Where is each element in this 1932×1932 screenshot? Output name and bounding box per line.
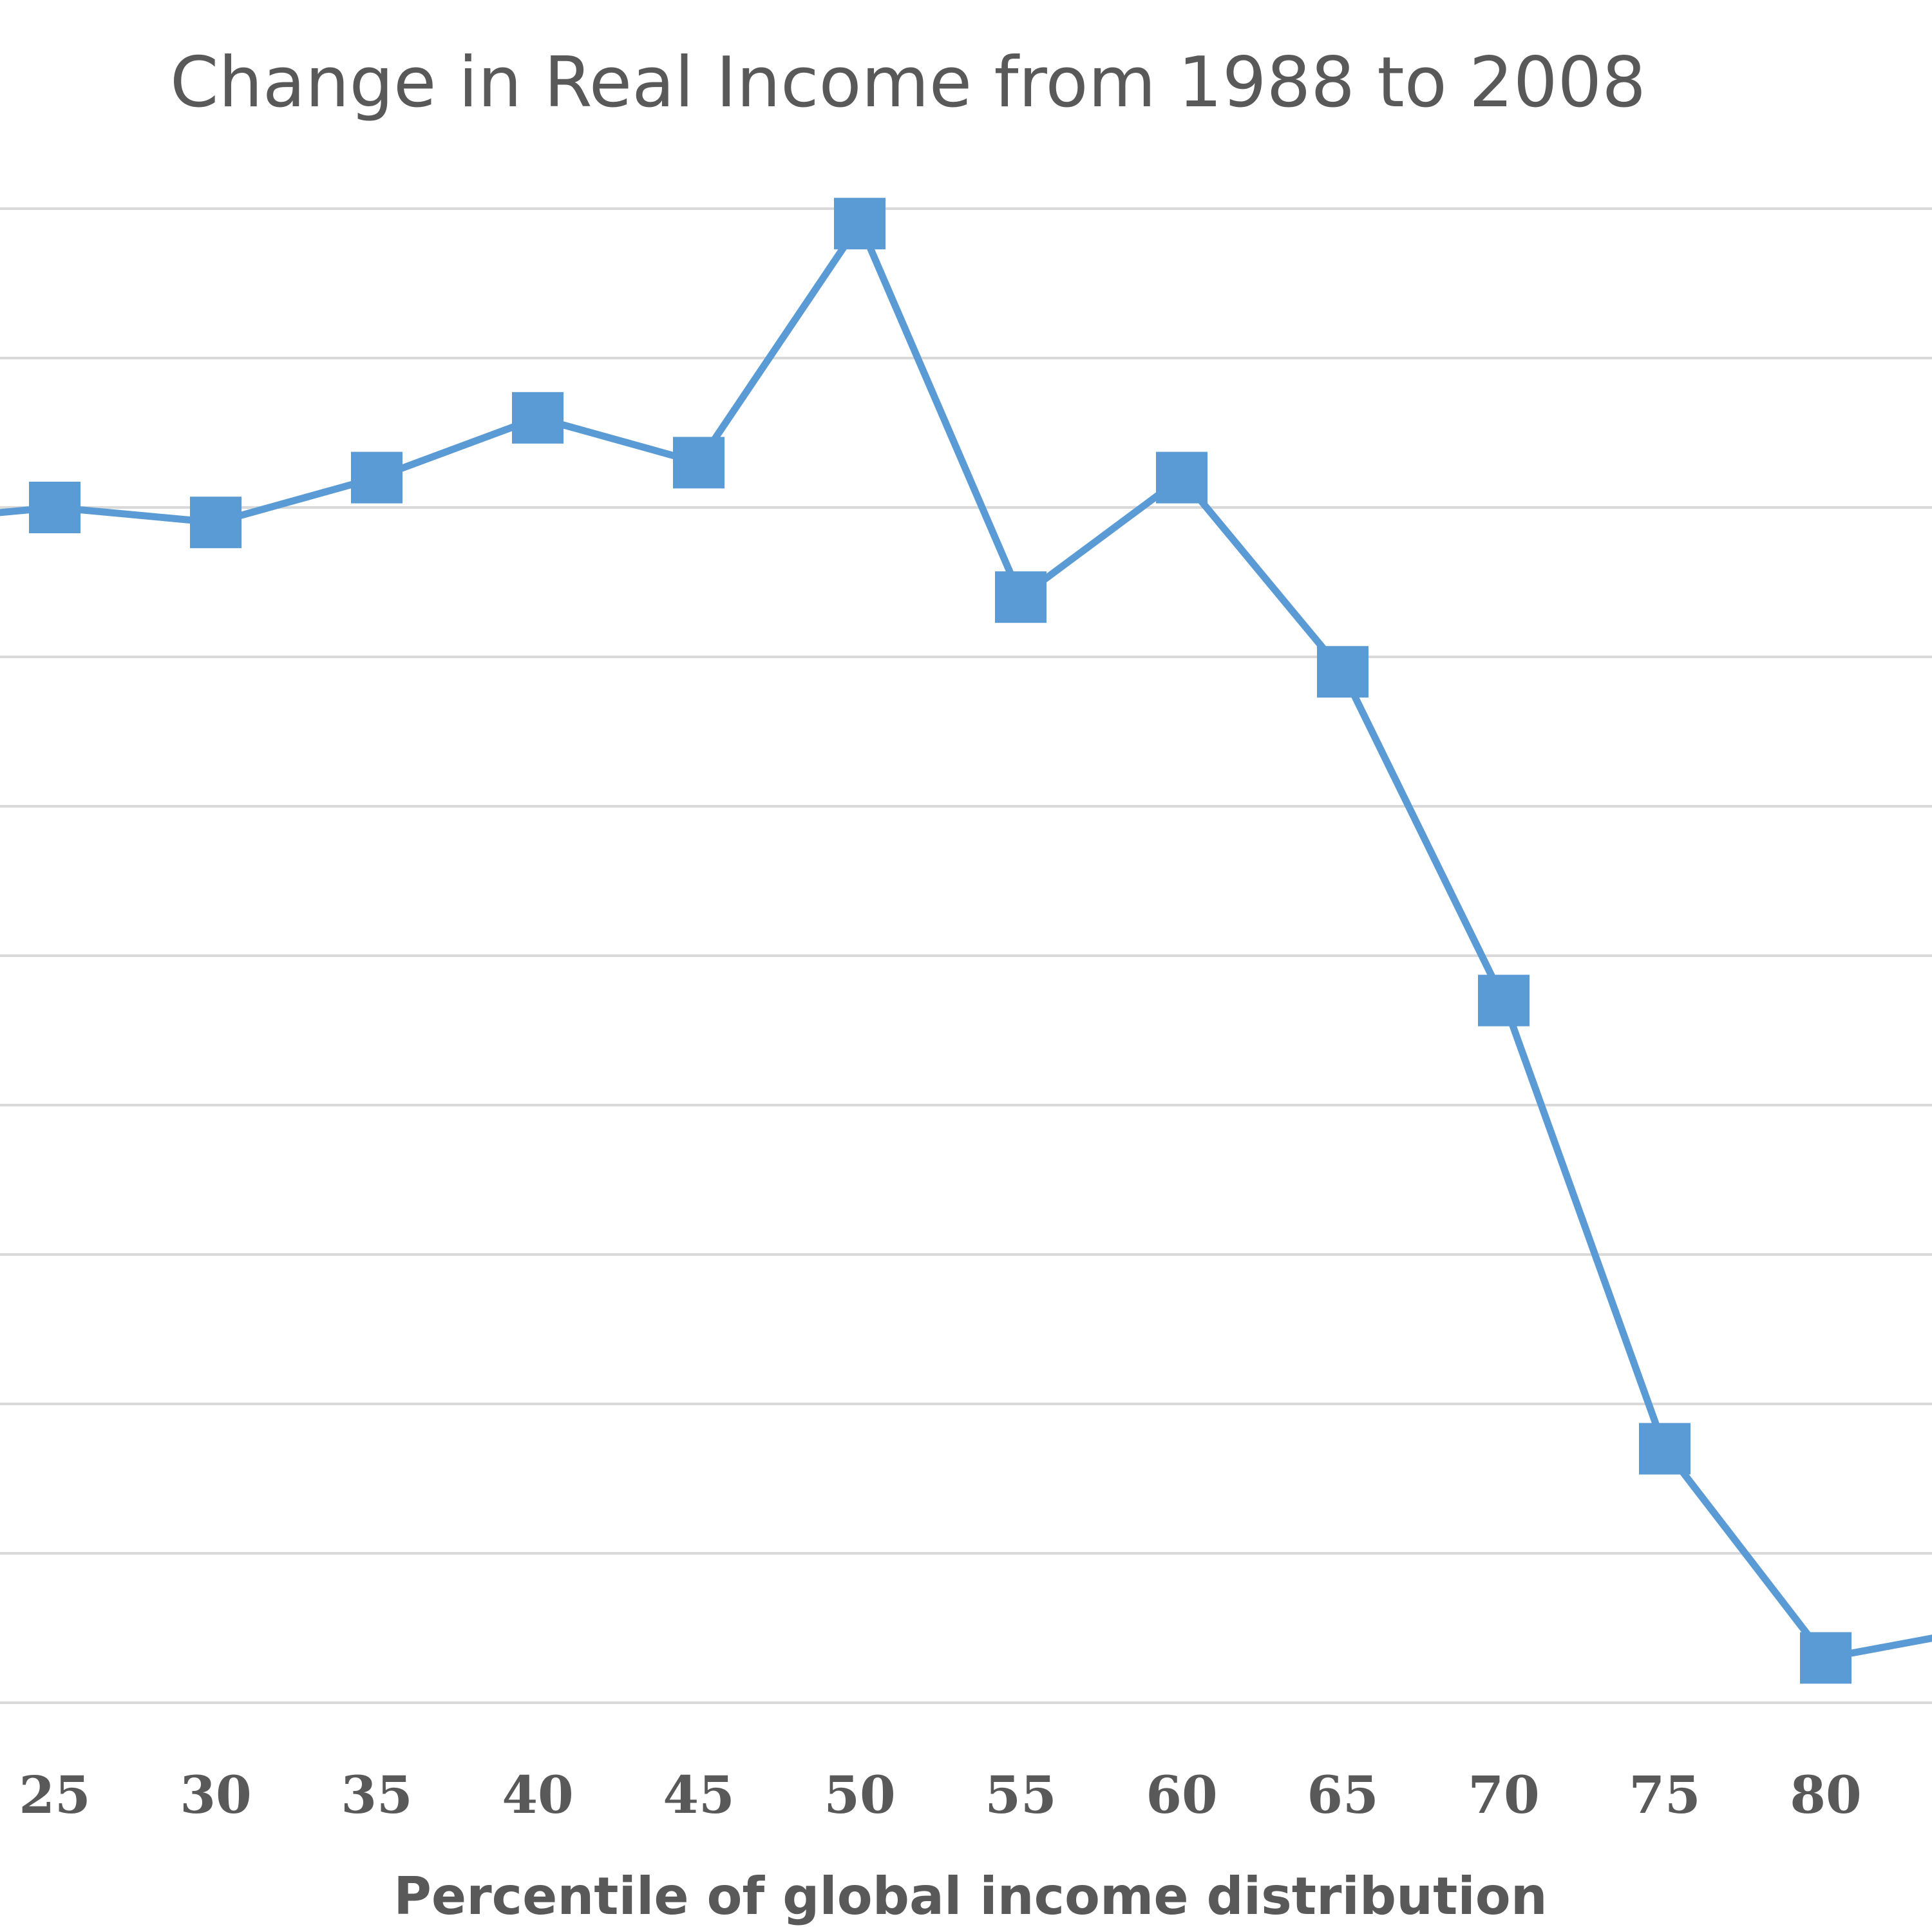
x-tick-label: 80	[1790, 1765, 1861, 1825]
x-tick-label: 65	[1307, 1765, 1378, 1825]
data-point-marker	[1156, 451, 1208, 504]
x-axis-ticks: 25 30 35 40 45 50 55 60 65 70 75 80	[19, 1765, 1861, 1825]
data-point-marker	[673, 437, 724, 489]
series-line	[0, 220, 1932, 1662]
x-tick-label: 60	[1146, 1765, 1217, 1825]
data-point-marker	[1317, 646, 1368, 698]
data-point-marker	[351, 451, 402, 504]
data-point-marker	[512, 392, 564, 444]
x-tick-label: 50	[824, 1765, 895, 1825]
x-tick-label: 25	[19, 1765, 90, 1825]
data-point-marker	[1478, 974, 1530, 1027]
x-tick-label: 30	[180, 1765, 251, 1825]
data-point-marker	[995, 571, 1046, 623]
data-point-marker	[1800, 1632, 1852, 1684]
x-tick-label: 75	[1629, 1765, 1700, 1825]
x-tick-label: 55	[985, 1765, 1056, 1825]
data-point-marker	[834, 198, 886, 250]
data-point-marker	[190, 497, 242, 549]
x-tick-label: 70	[1468, 1765, 1539, 1825]
x-tick-label: 40	[502, 1765, 573, 1825]
data-point-marker	[1639, 1423, 1690, 1475]
x-axis-label: Percentile of global income distribution	[393, 1866, 1547, 1926]
chart-title: Change in Real Income from 1988 to 2008	[170, 43, 1646, 123]
x-tick-label: 45	[663, 1765, 734, 1825]
data-point-marker	[29, 482, 80, 533]
x-tick-label: 35	[341, 1765, 412, 1825]
series-layer	[0, 198, 1932, 1684]
gridlines	[0, 207, 1932, 1704]
